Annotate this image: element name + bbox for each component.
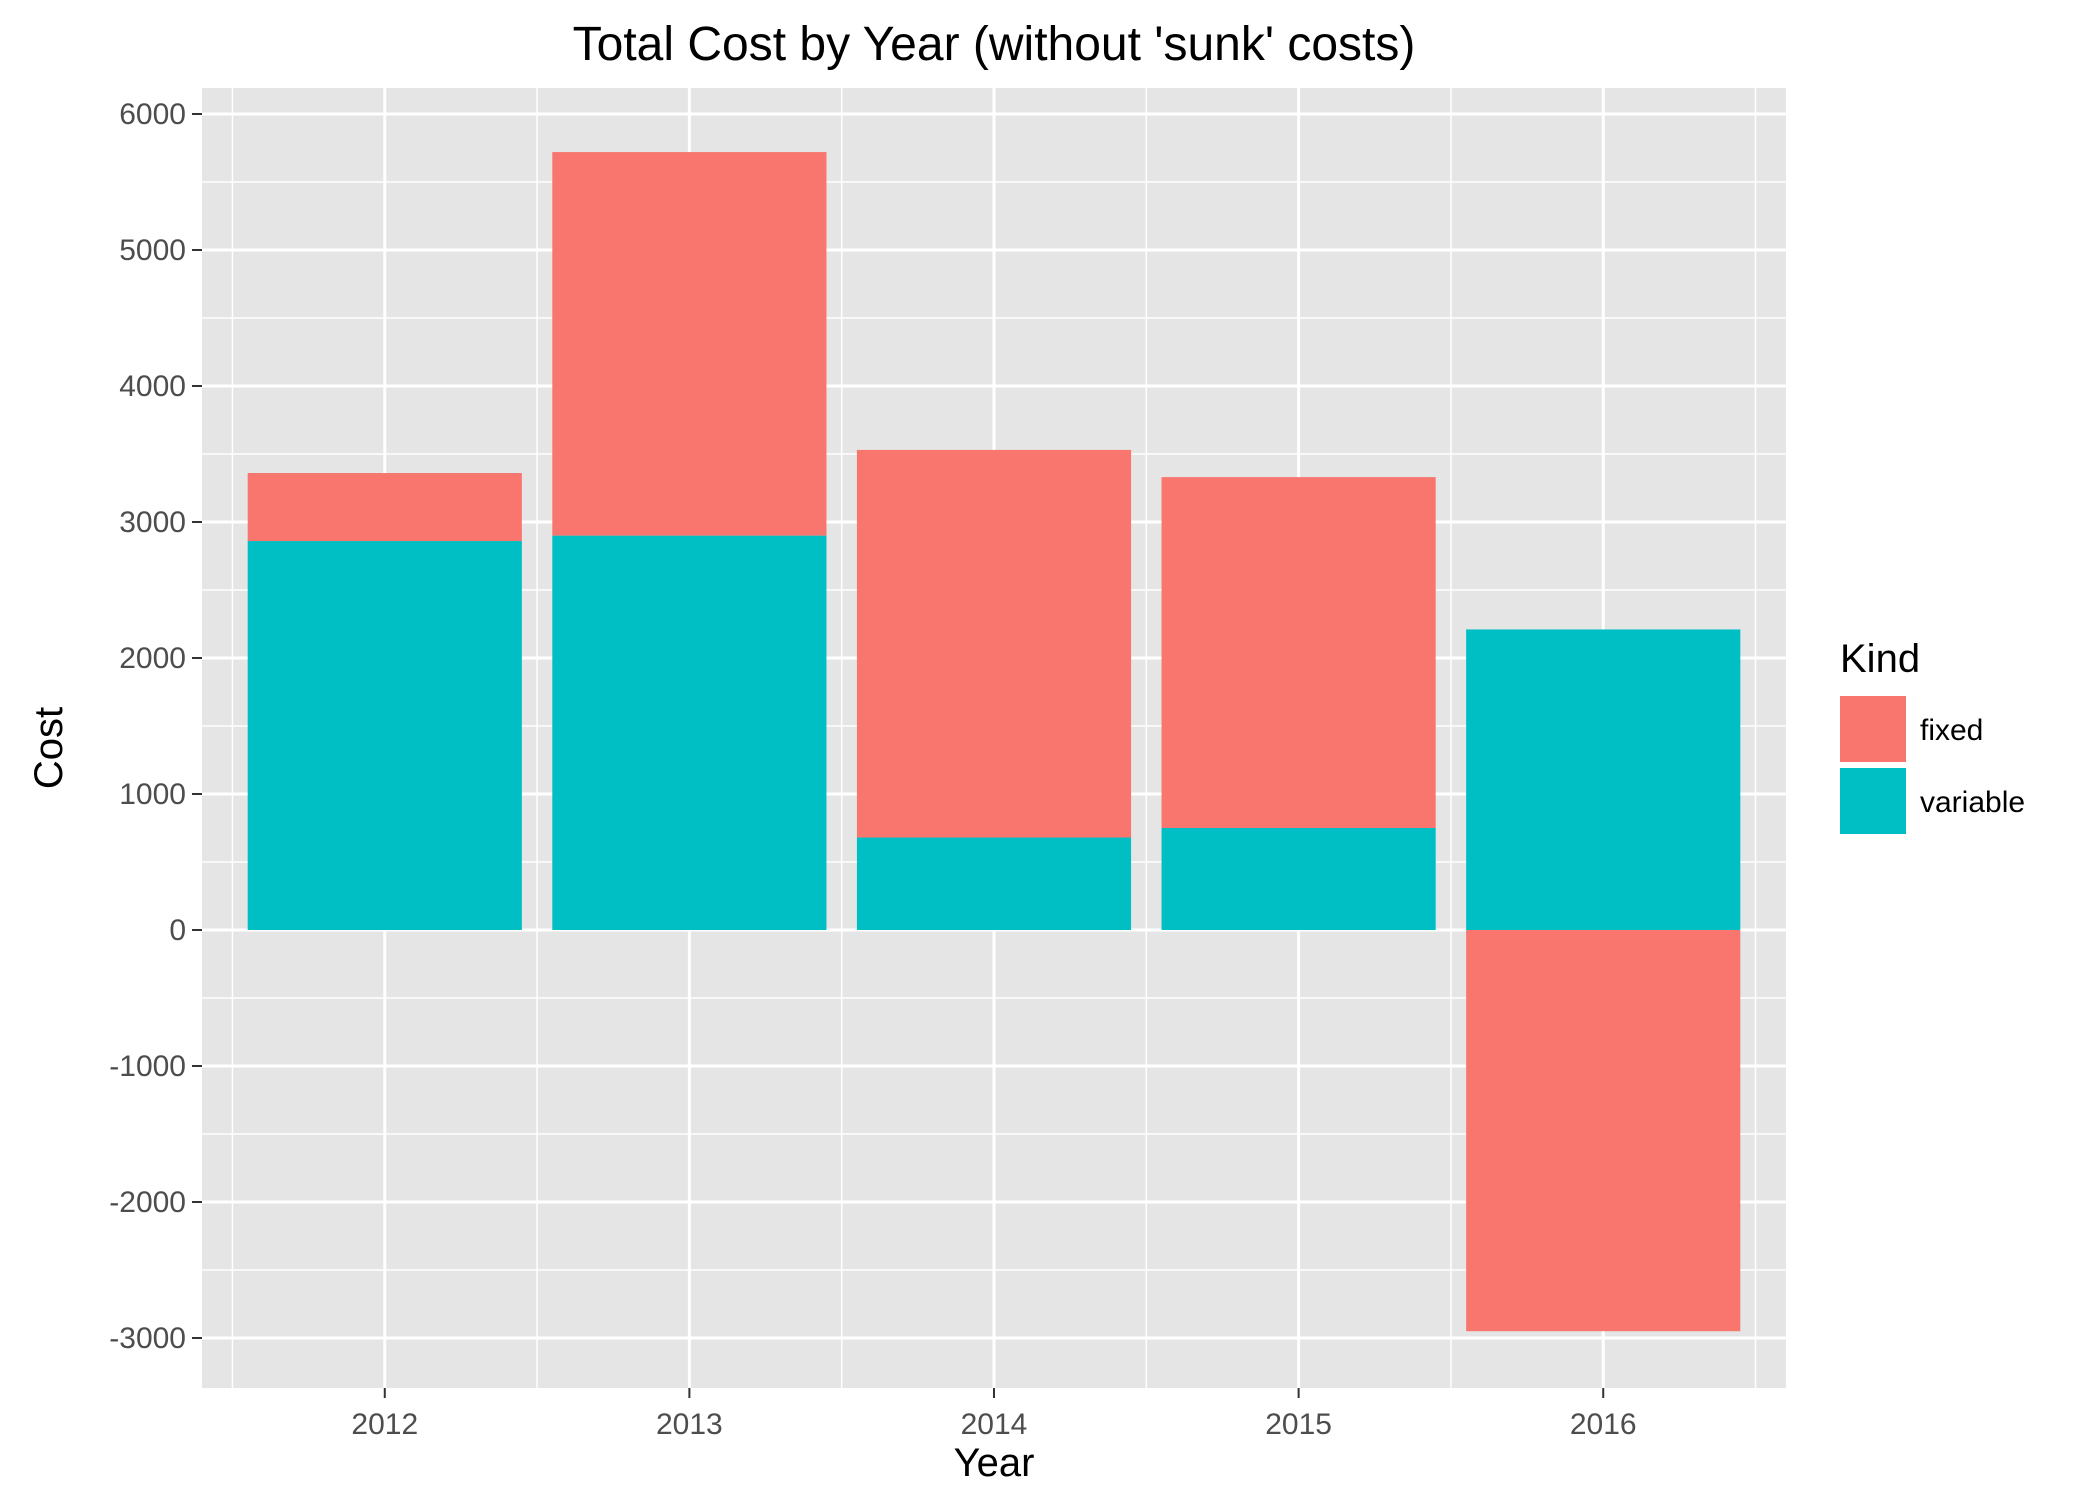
- bar-variable-2013: [552, 535, 827, 930]
- y-tick-label: -2000: [109, 1186, 186, 1219]
- y-axis-title: Cost: [27, 707, 71, 789]
- bar-fixed-2015: [1161, 477, 1436, 828]
- bar-variable-2015: [1161, 828, 1436, 930]
- bar-variable-2012: [247, 541, 522, 930]
- y-axis: -3000 -2000 -1000 0 1000 2000 3000 4000 5000 6000: [109, 98, 202, 1355]
- x-tick-label: 2012: [351, 1408, 418, 1441]
- bar-fixed-2016: [1466, 930, 1741, 1332]
- x-axis: 2012 2013 2014 2015 2016: [351, 1388, 1637, 1441]
- y-tick-label: -1000: [109, 1050, 186, 1083]
- bar-fixed-2013: [552, 152, 827, 536]
- y-tick-label: 6000: [119, 98, 186, 131]
- bar-variable-2016: [1466, 629, 1741, 930]
- y-tick-label: 1000: [119, 778, 186, 811]
- legend-key-fixed: [1840, 696, 1906, 762]
- y-tick-label: 4000: [119, 370, 186, 403]
- bar-variable-2014: [856, 837, 1132, 930]
- legend-key-variable: [1840, 768, 1906, 834]
- bars: [247, 152, 1741, 1332]
- legend-title: Kind: [1840, 637, 1920, 681]
- bar-fixed-2014: [856, 449, 1132, 838]
- chart-title: Total Cost by Year (without 'sunk' costs…: [573, 18, 1416, 71]
- x-axis-title: Year: [954, 1441, 1035, 1485]
- x-tick-label: 2013: [656, 1408, 723, 1441]
- y-tick-label: 5000: [119, 234, 186, 267]
- legend-label-fixed: fixed: [1920, 714, 1983, 747]
- legend-label-variable: variable: [1920, 786, 2025, 819]
- bar-fixed-2012: [247, 473, 522, 542]
- x-tick-label: 2016: [1570, 1408, 1637, 1441]
- y-tick-label: 0: [169, 914, 186, 947]
- y-tick-label: 3000: [119, 506, 186, 539]
- y-tick-label: -3000: [109, 1322, 186, 1355]
- x-tick-label: 2015: [1265, 1408, 1332, 1441]
- legend: Kind fixed variable: [1840, 637, 2025, 834]
- x-tick-label: 2014: [961, 1408, 1028, 1441]
- y-tick-label: 2000: [119, 642, 186, 675]
